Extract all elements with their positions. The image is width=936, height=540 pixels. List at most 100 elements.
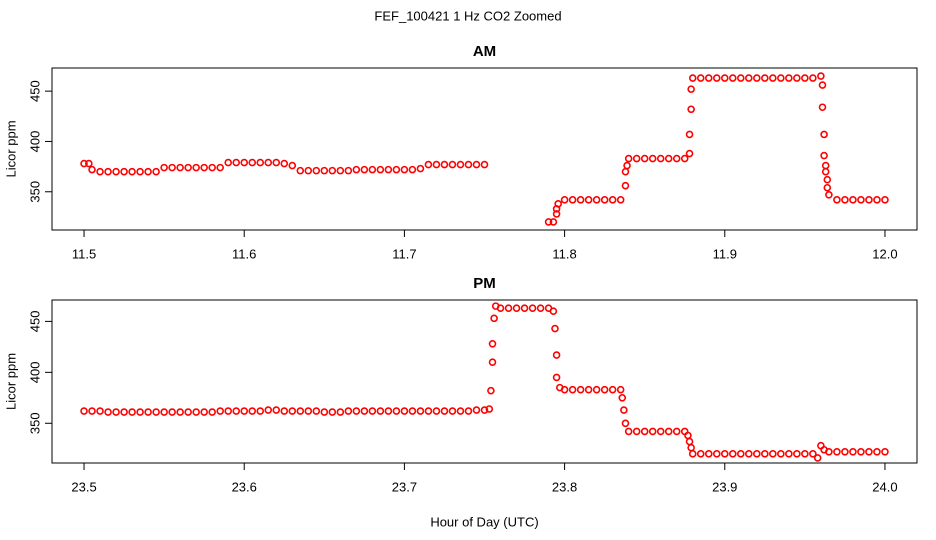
y-tick-label: 400 (27, 361, 42, 383)
point (112, 408, 120, 416)
point (616, 385, 625, 394)
point (440, 160, 449, 169)
point (344, 407, 353, 415)
point (487, 386, 495, 395)
x-tick-label: 23.7 (392, 479, 417, 494)
x-tick-label: 23.6 (232, 479, 257, 494)
point (656, 154, 665, 163)
point (320, 166, 329, 175)
point (120, 167, 128, 176)
point (857, 196, 865, 204)
point (296, 166, 305, 175)
x-tick-label: 11.9 (713, 246, 737, 261)
point (160, 408, 168, 416)
point (818, 103, 827, 112)
point (96, 407, 104, 415)
point (312, 166, 321, 175)
point (352, 165, 361, 174)
point (696, 74, 705, 82)
point (624, 427, 633, 436)
point (873, 447, 881, 456)
point (224, 407, 233, 415)
point (128, 408, 136, 416)
point (793, 74, 801, 82)
point (745, 74, 753, 82)
point (296, 407, 305, 415)
point (96, 167, 104, 176)
point (528, 304, 537, 312)
point (785, 74, 793, 82)
point (504, 304, 513, 312)
point (849, 447, 857, 456)
point (736, 74, 745, 82)
point (192, 163, 200, 172)
point (688, 450, 697, 458)
point (536, 304, 545, 312)
point (685, 437, 694, 446)
point (801, 74, 809, 82)
point (821, 161, 830, 170)
point (728, 74, 737, 82)
point (549, 307, 558, 316)
point (488, 340, 497, 348)
point (120, 408, 128, 416)
point (264, 406, 273, 414)
point (272, 406, 281, 414)
point (865, 196, 873, 204)
point (480, 160, 489, 169)
point (720, 74, 729, 82)
point (813, 454, 822, 462)
point (216, 407, 224, 415)
point (753, 450, 761, 458)
point (496, 304, 505, 312)
point (720, 450, 729, 458)
point (160, 163, 168, 172)
point (320, 408, 329, 416)
point (685, 130, 694, 139)
point (440, 407, 449, 415)
point (736, 450, 745, 458)
point (687, 105, 695, 114)
point (384, 407, 393, 415)
point (104, 167, 112, 176)
point (618, 393, 627, 402)
point (304, 407, 313, 415)
point (688, 74, 697, 82)
point (600, 385, 609, 394)
point (424, 160, 433, 169)
point (128, 167, 136, 176)
point (280, 159, 289, 168)
point (704, 74, 713, 82)
y-axis-label: Licor ppm (3, 353, 18, 410)
point (176, 163, 184, 172)
point (632, 154, 641, 163)
x-tick-label: 11.6 (232, 246, 256, 261)
point (352, 407, 361, 415)
point (384, 165, 393, 174)
point (621, 181, 630, 190)
point (464, 407, 473, 415)
point (480, 406, 489, 414)
point (820, 151, 828, 160)
point (624, 154, 633, 163)
point (568, 196, 577, 204)
point (551, 324, 559, 333)
point (680, 154, 689, 163)
point (664, 427, 673, 436)
point (88, 165, 96, 174)
point (280, 407, 289, 415)
point (793, 450, 801, 458)
point (184, 408, 192, 416)
point (777, 74, 785, 82)
point (825, 190, 833, 199)
point (560, 385, 569, 394)
point (777, 450, 785, 458)
point (432, 407, 441, 415)
point (857, 447, 865, 456)
x-axis-label: Hour of Day (UTC) (430, 514, 538, 529)
point (272, 158, 281, 167)
point (208, 163, 216, 172)
point (152, 167, 160, 176)
point (817, 72, 825, 80)
